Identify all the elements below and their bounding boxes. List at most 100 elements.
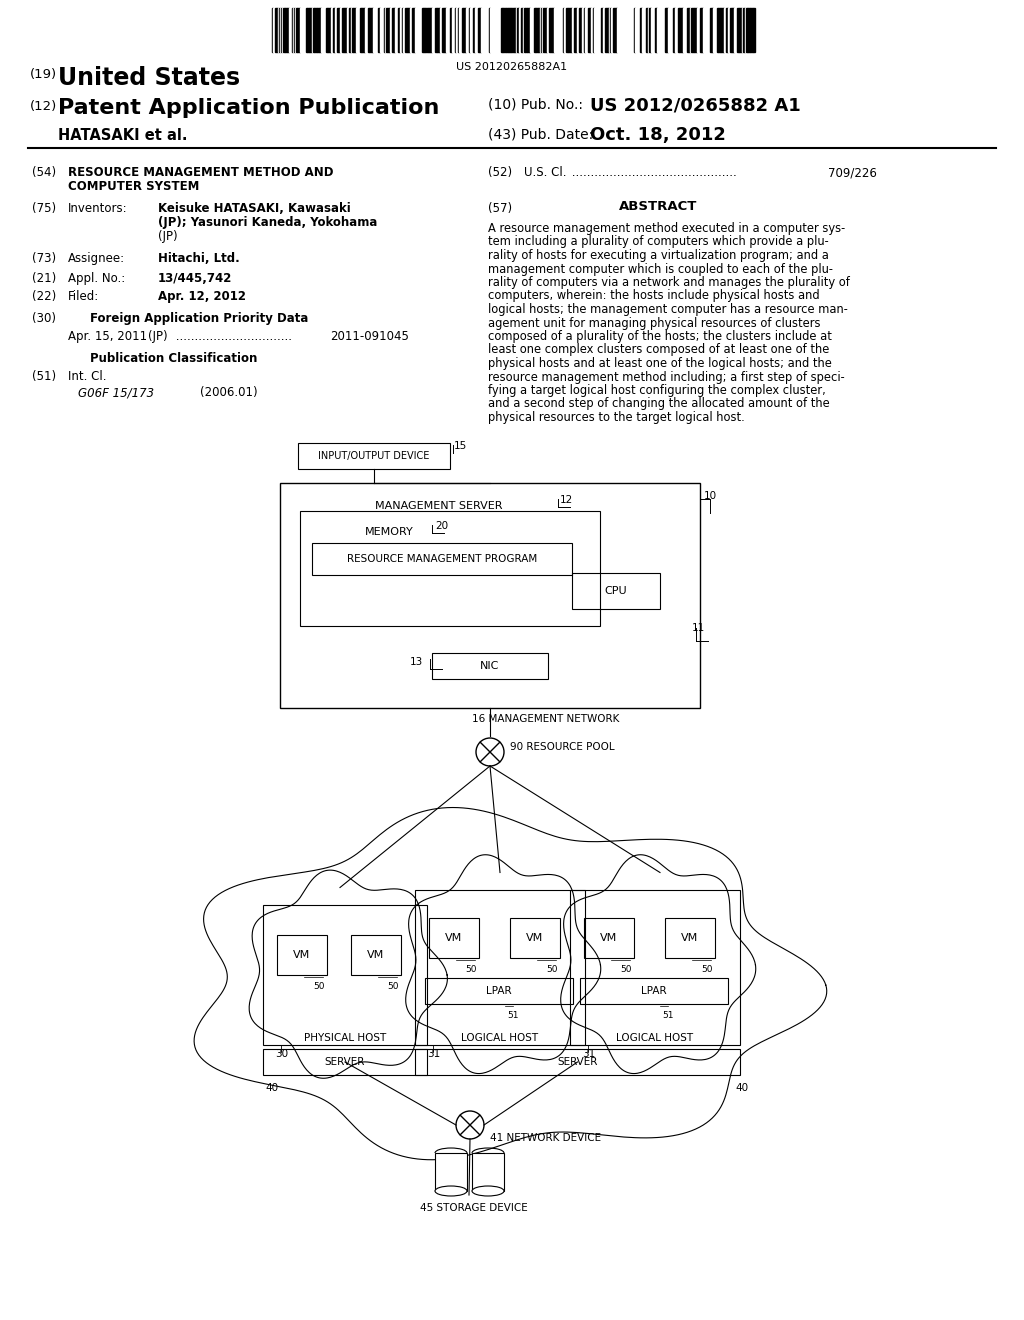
Bar bbox=[580, 978, 728, 1005]
Bar bbox=[748, 8, 750, 51]
Text: (51): (51) bbox=[32, 370, 56, 383]
Text: (21): (21) bbox=[32, 272, 56, 285]
Text: CPU: CPU bbox=[605, 586, 628, 597]
Bar bbox=[319, 8, 321, 51]
Bar bbox=[585, 8, 587, 51]
Bar bbox=[373, 8, 376, 51]
Bar bbox=[396, 8, 398, 51]
Bar bbox=[670, 8, 673, 51]
Text: A resource management method executed in a computer sys-: A resource management method executed in… bbox=[488, 222, 845, 235]
Bar bbox=[472, 1152, 504, 1191]
Bar bbox=[577, 8, 579, 51]
Bar bbox=[466, 8, 469, 51]
Bar bbox=[726, 8, 728, 51]
Bar bbox=[392, 8, 394, 51]
Bar bbox=[728, 8, 730, 51]
Text: (30): (30) bbox=[32, 312, 56, 325]
Bar bbox=[710, 8, 712, 51]
Bar bbox=[287, 8, 289, 51]
Text: 40: 40 bbox=[735, 1082, 749, 1093]
Text: HATASAKI et al.: HATASAKI et al. bbox=[58, 128, 187, 143]
Bar bbox=[429, 917, 479, 958]
Text: VM: VM bbox=[600, 933, 617, 942]
Bar bbox=[353, 8, 356, 51]
Bar bbox=[263, 1049, 427, 1074]
Bar bbox=[403, 8, 406, 51]
Bar bbox=[463, 8, 465, 51]
Bar bbox=[503, 8, 506, 51]
Bar bbox=[378, 8, 380, 51]
Bar bbox=[459, 8, 462, 51]
Bar bbox=[642, 8, 645, 51]
Bar bbox=[300, 8, 302, 51]
Bar bbox=[536, 8, 538, 51]
Bar bbox=[705, 8, 708, 51]
Text: US 20120265882A1: US 20120265882A1 bbox=[457, 62, 567, 73]
Bar bbox=[572, 573, 660, 609]
Text: 50: 50 bbox=[465, 965, 477, 974]
Text: 15: 15 bbox=[454, 441, 467, 451]
Text: 11: 11 bbox=[692, 623, 706, 634]
Bar bbox=[479, 8, 481, 51]
Bar bbox=[721, 8, 723, 51]
Bar bbox=[549, 8, 552, 51]
Text: management computer which is coupled to each of the plu-: management computer which is coupled to … bbox=[488, 263, 833, 276]
Text: 31: 31 bbox=[582, 1049, 595, 1059]
Bar bbox=[684, 8, 687, 51]
Text: 30: 30 bbox=[275, 1049, 288, 1059]
Bar bbox=[724, 8, 726, 51]
Bar bbox=[432, 653, 548, 678]
Bar bbox=[557, 8, 559, 51]
Text: LPAR: LPAR bbox=[641, 986, 667, 997]
Text: LPAR: LPAR bbox=[486, 986, 512, 997]
Bar bbox=[605, 8, 608, 51]
Bar bbox=[408, 8, 410, 51]
Bar bbox=[270, 8, 272, 51]
Text: 13: 13 bbox=[410, 657, 423, 667]
Text: VM: VM bbox=[526, 933, 544, 942]
Text: 13/445,742: 13/445,742 bbox=[158, 272, 232, 285]
Bar bbox=[398, 8, 400, 51]
Bar bbox=[365, 8, 368, 51]
Text: 31: 31 bbox=[427, 1049, 440, 1059]
Text: Assignee:: Assignee: bbox=[68, 252, 125, 265]
Text: 12: 12 bbox=[560, 495, 573, 506]
Text: Keisuke HATASAKI, Kawasaki: Keisuke HATASAKI, Kawasaki bbox=[158, 202, 351, 215]
Bar bbox=[718, 8, 720, 51]
Bar bbox=[697, 8, 700, 51]
Text: 10: 10 bbox=[705, 491, 717, 502]
Text: Appl. No.:: Appl. No.: bbox=[68, 272, 125, 285]
Bar bbox=[425, 978, 573, 1005]
Bar bbox=[492, 8, 494, 51]
Text: (10) Pub. No.:: (10) Pub. No.: bbox=[488, 98, 583, 112]
Bar bbox=[566, 8, 568, 51]
Text: Hitachi, Ltd.: Hitachi, Ltd. bbox=[158, 252, 240, 265]
Bar bbox=[298, 444, 450, 469]
Text: LOGICAL HOST: LOGICAL HOST bbox=[462, 1034, 539, 1043]
Bar bbox=[511, 8, 514, 51]
Text: Patent Application Publication: Patent Application Publication bbox=[58, 98, 439, 117]
Ellipse shape bbox=[472, 1185, 504, 1196]
Text: 50: 50 bbox=[313, 982, 325, 991]
Bar bbox=[582, 8, 584, 51]
Text: physical resources to the target logical host.: physical resources to the target logical… bbox=[488, 411, 744, 424]
Bar bbox=[737, 8, 739, 51]
Text: U.S. Cl.: U.S. Cl. bbox=[524, 166, 566, 180]
Text: ABSTRACT: ABSTRACT bbox=[618, 201, 697, 213]
Text: 50: 50 bbox=[621, 965, 632, 974]
Bar bbox=[273, 8, 275, 51]
Bar bbox=[691, 8, 694, 51]
Bar bbox=[635, 8, 638, 51]
Text: (19): (19) bbox=[30, 69, 57, 81]
Bar bbox=[435, 8, 437, 51]
Bar bbox=[349, 8, 351, 51]
Bar bbox=[342, 8, 344, 51]
Text: 41 NETWORK DEVICE: 41 NETWORK DEVICE bbox=[490, 1133, 601, 1143]
Text: MEMORY: MEMORY bbox=[365, 527, 414, 537]
Text: Oct. 18, 2012: Oct. 18, 2012 bbox=[590, 125, 726, 144]
Bar bbox=[351, 935, 401, 975]
Bar bbox=[312, 543, 572, 576]
Text: VM: VM bbox=[681, 933, 698, 942]
Bar bbox=[285, 8, 287, 51]
Bar bbox=[410, 8, 412, 51]
